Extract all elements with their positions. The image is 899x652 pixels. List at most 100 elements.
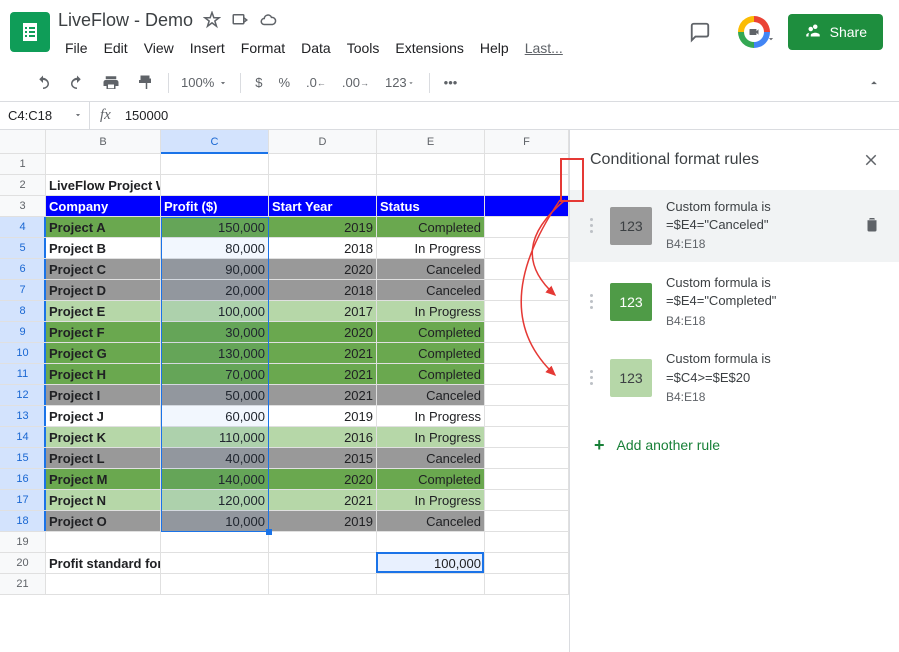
cell-r12-c1[interactable]: 50,000 [161, 385, 269, 406]
cell-r18-c4[interactable] [485, 511, 569, 532]
add-rule-button[interactable]: + Add another rule [570, 419, 899, 472]
cell-r18-c3[interactable]: Canceled [377, 511, 485, 532]
cell-r21-c3[interactable] [377, 574, 485, 595]
drag-handle-icon[interactable] [586, 294, 596, 309]
cell-r7-c2[interactable]: 2018 [269, 280, 377, 301]
cell-r9-c0[interactable]: Project F [46, 322, 161, 343]
cell-r11-c1[interactable]: 70,000 [161, 364, 269, 385]
cell-r10-c2[interactable]: 2021 [269, 343, 377, 364]
cell-r18-c1[interactable]: 10,000 [161, 511, 269, 532]
cell-r17-c3[interactable]: In Progress [377, 490, 485, 511]
row-header-21[interactable]: 21 [0, 574, 46, 595]
cell-r20-c4[interactable] [485, 553, 569, 574]
cell-r14-c1[interactable]: 110,000 [161, 427, 269, 448]
row-header-10[interactable]: 10 [0, 343, 46, 364]
cell-r13-c4[interactable] [485, 406, 569, 427]
cell-r17-c4[interactable] [485, 490, 569, 511]
cell-r5-c1[interactable]: 80,000 [161, 238, 269, 259]
cell-r14-c2[interactable]: 2016 [269, 427, 377, 448]
cell-r20-c3[interactable]: 100,000 [377, 553, 485, 574]
cell-r11-c2[interactable]: 2021 [269, 364, 377, 385]
cell-r15-c2[interactable]: 2015 [269, 448, 377, 469]
cell-r11-c3[interactable]: Completed [377, 364, 485, 385]
move-icon[interactable] [231, 11, 249, 29]
row-header-6[interactable]: 6 [0, 259, 46, 280]
cell-r5-c0[interactable]: Project B [46, 238, 161, 259]
cell-r8-c1[interactable]: 100,000 [161, 301, 269, 322]
cell-r8-c3[interactable]: In Progress [377, 301, 485, 322]
formula-input[interactable]: 150000 [121, 108, 899, 123]
cell-r20-c1[interactable] [161, 553, 269, 574]
cell-r6-c1[interactable]: 90,000 [161, 259, 269, 280]
cell-r2-c1[interactable] [161, 175, 269, 196]
row-header-2[interactable]: 2 [0, 175, 46, 196]
row-header-11[interactable]: 11 [0, 364, 46, 385]
undo-button[interactable] [28, 70, 58, 96]
cell-r5-c4[interactable] [485, 238, 569, 259]
row-header-16[interactable]: 16 [0, 469, 46, 490]
cell-r20-c0[interactable]: Profit standard for a watch list ($) [46, 553, 161, 574]
cell-r7-c0[interactable]: Project D [46, 280, 161, 301]
menu-file[interactable]: File [58, 36, 95, 60]
cell-r4-c4[interactable] [485, 217, 569, 238]
cell-r4-c1[interactable]: 150,000 [161, 217, 269, 238]
cell-r8-c0[interactable]: Project E [46, 301, 161, 322]
menu-insert[interactable]: Insert [183, 36, 232, 60]
currency-button[interactable]: $ [249, 71, 268, 94]
meet-button[interactable] [734, 12, 774, 52]
cell-r19-c2[interactable] [269, 532, 377, 553]
col-header-E[interactable]: E [377, 130, 485, 153]
cell-r12-c4[interactable] [485, 385, 569, 406]
cell-r17-c0[interactable]: Project N [46, 490, 161, 511]
cell-r4-c0[interactable]: Project A [46, 217, 161, 238]
cell-r14-c0[interactable]: Project K [46, 427, 161, 448]
row-header-15[interactable]: 15 [0, 448, 46, 469]
cell-r2-c2[interactable] [269, 175, 377, 196]
collapse-toolbar-button[interactable] [861, 72, 887, 94]
row-header-1[interactable]: 1 [0, 154, 46, 175]
cell-r6-c0[interactable]: Project C [46, 259, 161, 280]
row-header-18[interactable]: 18 [0, 511, 46, 532]
increase-decimal-button[interactable]: .00→ [336, 71, 375, 94]
format-123-button[interactable]: 123 [379, 71, 421, 94]
row-header-17[interactable]: 17 [0, 490, 46, 511]
cell-r11-c4[interactable] [485, 364, 569, 385]
cell-r12-c0[interactable]: Project I [46, 385, 161, 406]
cell-r16-c1[interactable]: 140,000 [161, 469, 269, 490]
cell-r12-c2[interactable]: 2021 [269, 385, 377, 406]
cell-r3-c0[interactable]: Company [46, 196, 161, 217]
cell-r10-c4[interactable] [485, 343, 569, 364]
cell-r21-c4[interactable] [485, 574, 569, 595]
print-button[interactable] [96, 70, 126, 96]
menu-view[interactable]: View [137, 36, 181, 60]
cell-r19-c1[interactable] [161, 532, 269, 553]
paint-format-button[interactable] [130, 70, 160, 96]
cell-r9-c1[interactable]: 30,000 [161, 322, 269, 343]
cell-r3-c1[interactable]: Profit ($) [161, 196, 269, 217]
cell-r4-c3[interactable]: Completed [377, 217, 485, 238]
cell-r10-c1[interactable]: 130,000 [161, 343, 269, 364]
menu-extensions[interactable]: Extensions [388, 36, 470, 60]
cell-r21-c0[interactable] [46, 574, 161, 595]
cell-r4-c2[interactable]: 2019 [269, 217, 377, 238]
col-header-B[interactable]: B [46, 130, 161, 153]
cell-r14-c4[interactable] [485, 427, 569, 448]
col-header-C[interactable]: C [161, 130, 269, 153]
cell-r1-c3[interactable] [377, 154, 485, 175]
row-header-12[interactable]: 12 [0, 385, 46, 406]
row-header-7[interactable]: 7 [0, 280, 46, 301]
row-header-3[interactable]: 3 [0, 196, 46, 217]
cell-r5-c2[interactable]: 2018 [269, 238, 377, 259]
cell-r2-c0[interactable]: LiveFlow Project Watch List [46, 175, 161, 196]
format-rule-2[interactable]: 123 Custom formula is =$C4>=$E$20 B4:E18 [570, 342, 899, 414]
cell-r1-c1[interactable] [161, 154, 269, 175]
cell-r14-c3[interactable]: In Progress [377, 427, 485, 448]
cloud-status-icon[interactable] [259, 11, 277, 29]
name-box[interactable]: C4:C18 [0, 102, 90, 129]
cell-r3-c2[interactable]: Start Year [269, 196, 377, 217]
cell-r1-c0[interactable] [46, 154, 161, 175]
decrease-decimal-button[interactable]: .0← [300, 71, 332, 94]
cell-r15-c0[interactable]: Project L [46, 448, 161, 469]
cell-r5-c3[interactable]: In Progress [377, 238, 485, 259]
cell-r8-c2[interactable]: 2017 [269, 301, 377, 322]
